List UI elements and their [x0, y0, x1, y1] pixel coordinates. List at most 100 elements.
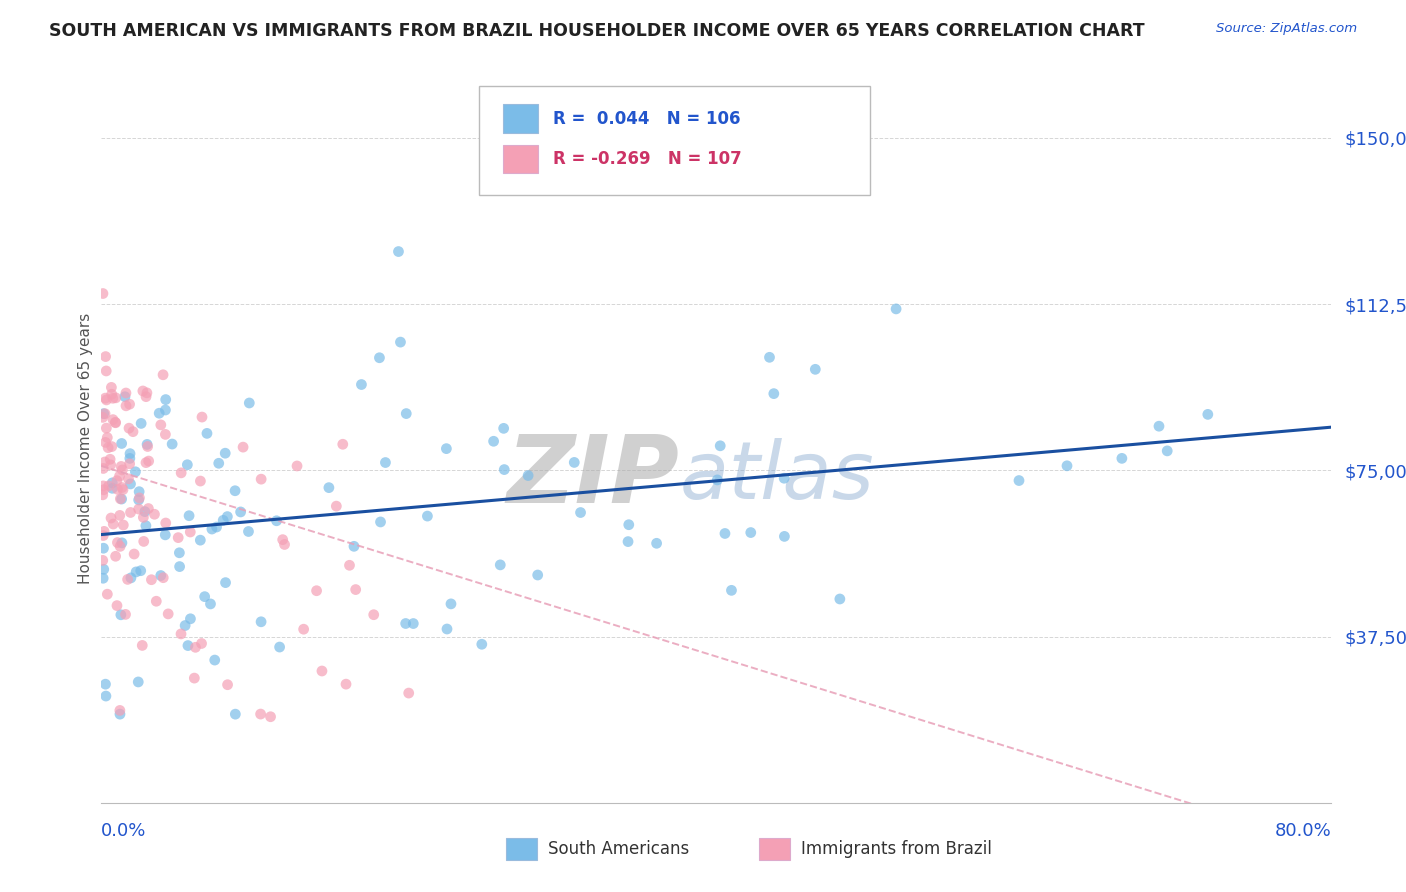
- Point: [91, 479, 114, 493]
- Point: [135, 385, 157, 400]
- Point: [91, 488, 114, 502]
- Point: [108, 707, 131, 722]
- Point: [111, 483, 134, 497]
- Point: [94, 677, 117, 691]
- Text: atlas: atlas: [679, 438, 875, 516]
- Point: [152, 368, 174, 382]
- Point: [122, 547, 145, 561]
- Point: [135, 518, 157, 533]
- Point: [96, 392, 118, 407]
- Point: [101, 475, 124, 490]
- Point: [318, 481, 340, 495]
- Point: [190, 474, 212, 488]
- Point: [110, 491, 132, 506]
- Point: [103, 516, 125, 531]
- Point: [214, 446, 236, 460]
- Point: [138, 501, 160, 516]
- Point: [101, 391, 124, 405]
- Point: [155, 528, 177, 542]
- Point: [122, 425, 145, 439]
- Point: [238, 524, 260, 539]
- Text: Immigrants from Brazil: Immigrants from Brazil: [801, 840, 993, 858]
- Point: [285, 458, 308, 473]
- Point: [271, 533, 294, 547]
- Point: [184, 640, 207, 655]
- Point: [100, 511, 122, 525]
- Point: [128, 492, 150, 507]
- Point: [758, 351, 780, 365]
- Point: [740, 525, 762, 540]
- Point: [96, 421, 118, 435]
- Point: [110, 607, 132, 622]
- Point: [115, 399, 138, 413]
- Point: [143, 508, 166, 522]
- Point: [194, 590, 217, 604]
- Point: [709, 439, 731, 453]
- Point: [93, 524, 115, 539]
- Point: [91, 528, 114, 542]
- Point: [434, 442, 457, 456]
- Point: [111, 536, 134, 550]
- Point: [828, 592, 851, 607]
- Point: [339, 558, 361, 573]
- Point: [91, 461, 114, 475]
- Point: [152, 571, 174, 585]
- Point: [167, 531, 190, 545]
- Point: [93, 483, 115, 497]
- Point: [149, 568, 172, 582]
- Point: [100, 458, 122, 472]
- Point: [100, 380, 122, 394]
- Point: [104, 549, 127, 564]
- Point: [101, 412, 124, 426]
- Point: [107, 535, 129, 549]
- Point: [387, 244, 409, 259]
- Point: [120, 477, 142, 491]
- Point: [94, 455, 117, 469]
- Point: [127, 675, 149, 690]
- Point: [134, 505, 156, 519]
- Point: [389, 335, 412, 350]
- Point: [174, 618, 197, 632]
- Point: [94, 407, 117, 421]
- Point: [145, 594, 167, 608]
- Point: [179, 524, 201, 539]
- Point: [884, 301, 907, 316]
- Point: [111, 463, 134, 477]
- Point: [645, 536, 668, 550]
- Point: [117, 573, 139, 587]
- Point: [101, 440, 124, 454]
- Point: [232, 440, 254, 454]
- Point: [110, 459, 132, 474]
- Point: [416, 509, 439, 524]
- Point: [1008, 474, 1031, 488]
- Point: [517, 468, 540, 483]
- Point: [128, 484, 150, 499]
- Point: [132, 534, 155, 549]
- Point: [720, 583, 742, 598]
- Point: [170, 627, 193, 641]
- Point: [191, 410, 214, 425]
- Point: [114, 390, 136, 404]
- Point: [305, 583, 328, 598]
- Point: [311, 664, 333, 678]
- Point: [94, 689, 117, 703]
- Point: [1197, 408, 1219, 422]
- Point: [1056, 458, 1078, 473]
- Point: [217, 678, 239, 692]
- Point: [160, 437, 183, 451]
- Point: [115, 386, 138, 401]
- Point: [332, 437, 354, 451]
- Point: [1111, 451, 1133, 466]
- Point: [91, 410, 114, 425]
- Point: [111, 436, 134, 450]
- Point: [141, 573, 163, 587]
- Point: [108, 540, 131, 554]
- Point: [344, 582, 367, 597]
- Point: [94, 435, 117, 450]
- Point: [111, 481, 134, 495]
- Point: [135, 456, 157, 470]
- Point: [132, 384, 155, 398]
- Point: [155, 392, 177, 407]
- Point: [440, 597, 463, 611]
- Point: [124, 465, 146, 479]
